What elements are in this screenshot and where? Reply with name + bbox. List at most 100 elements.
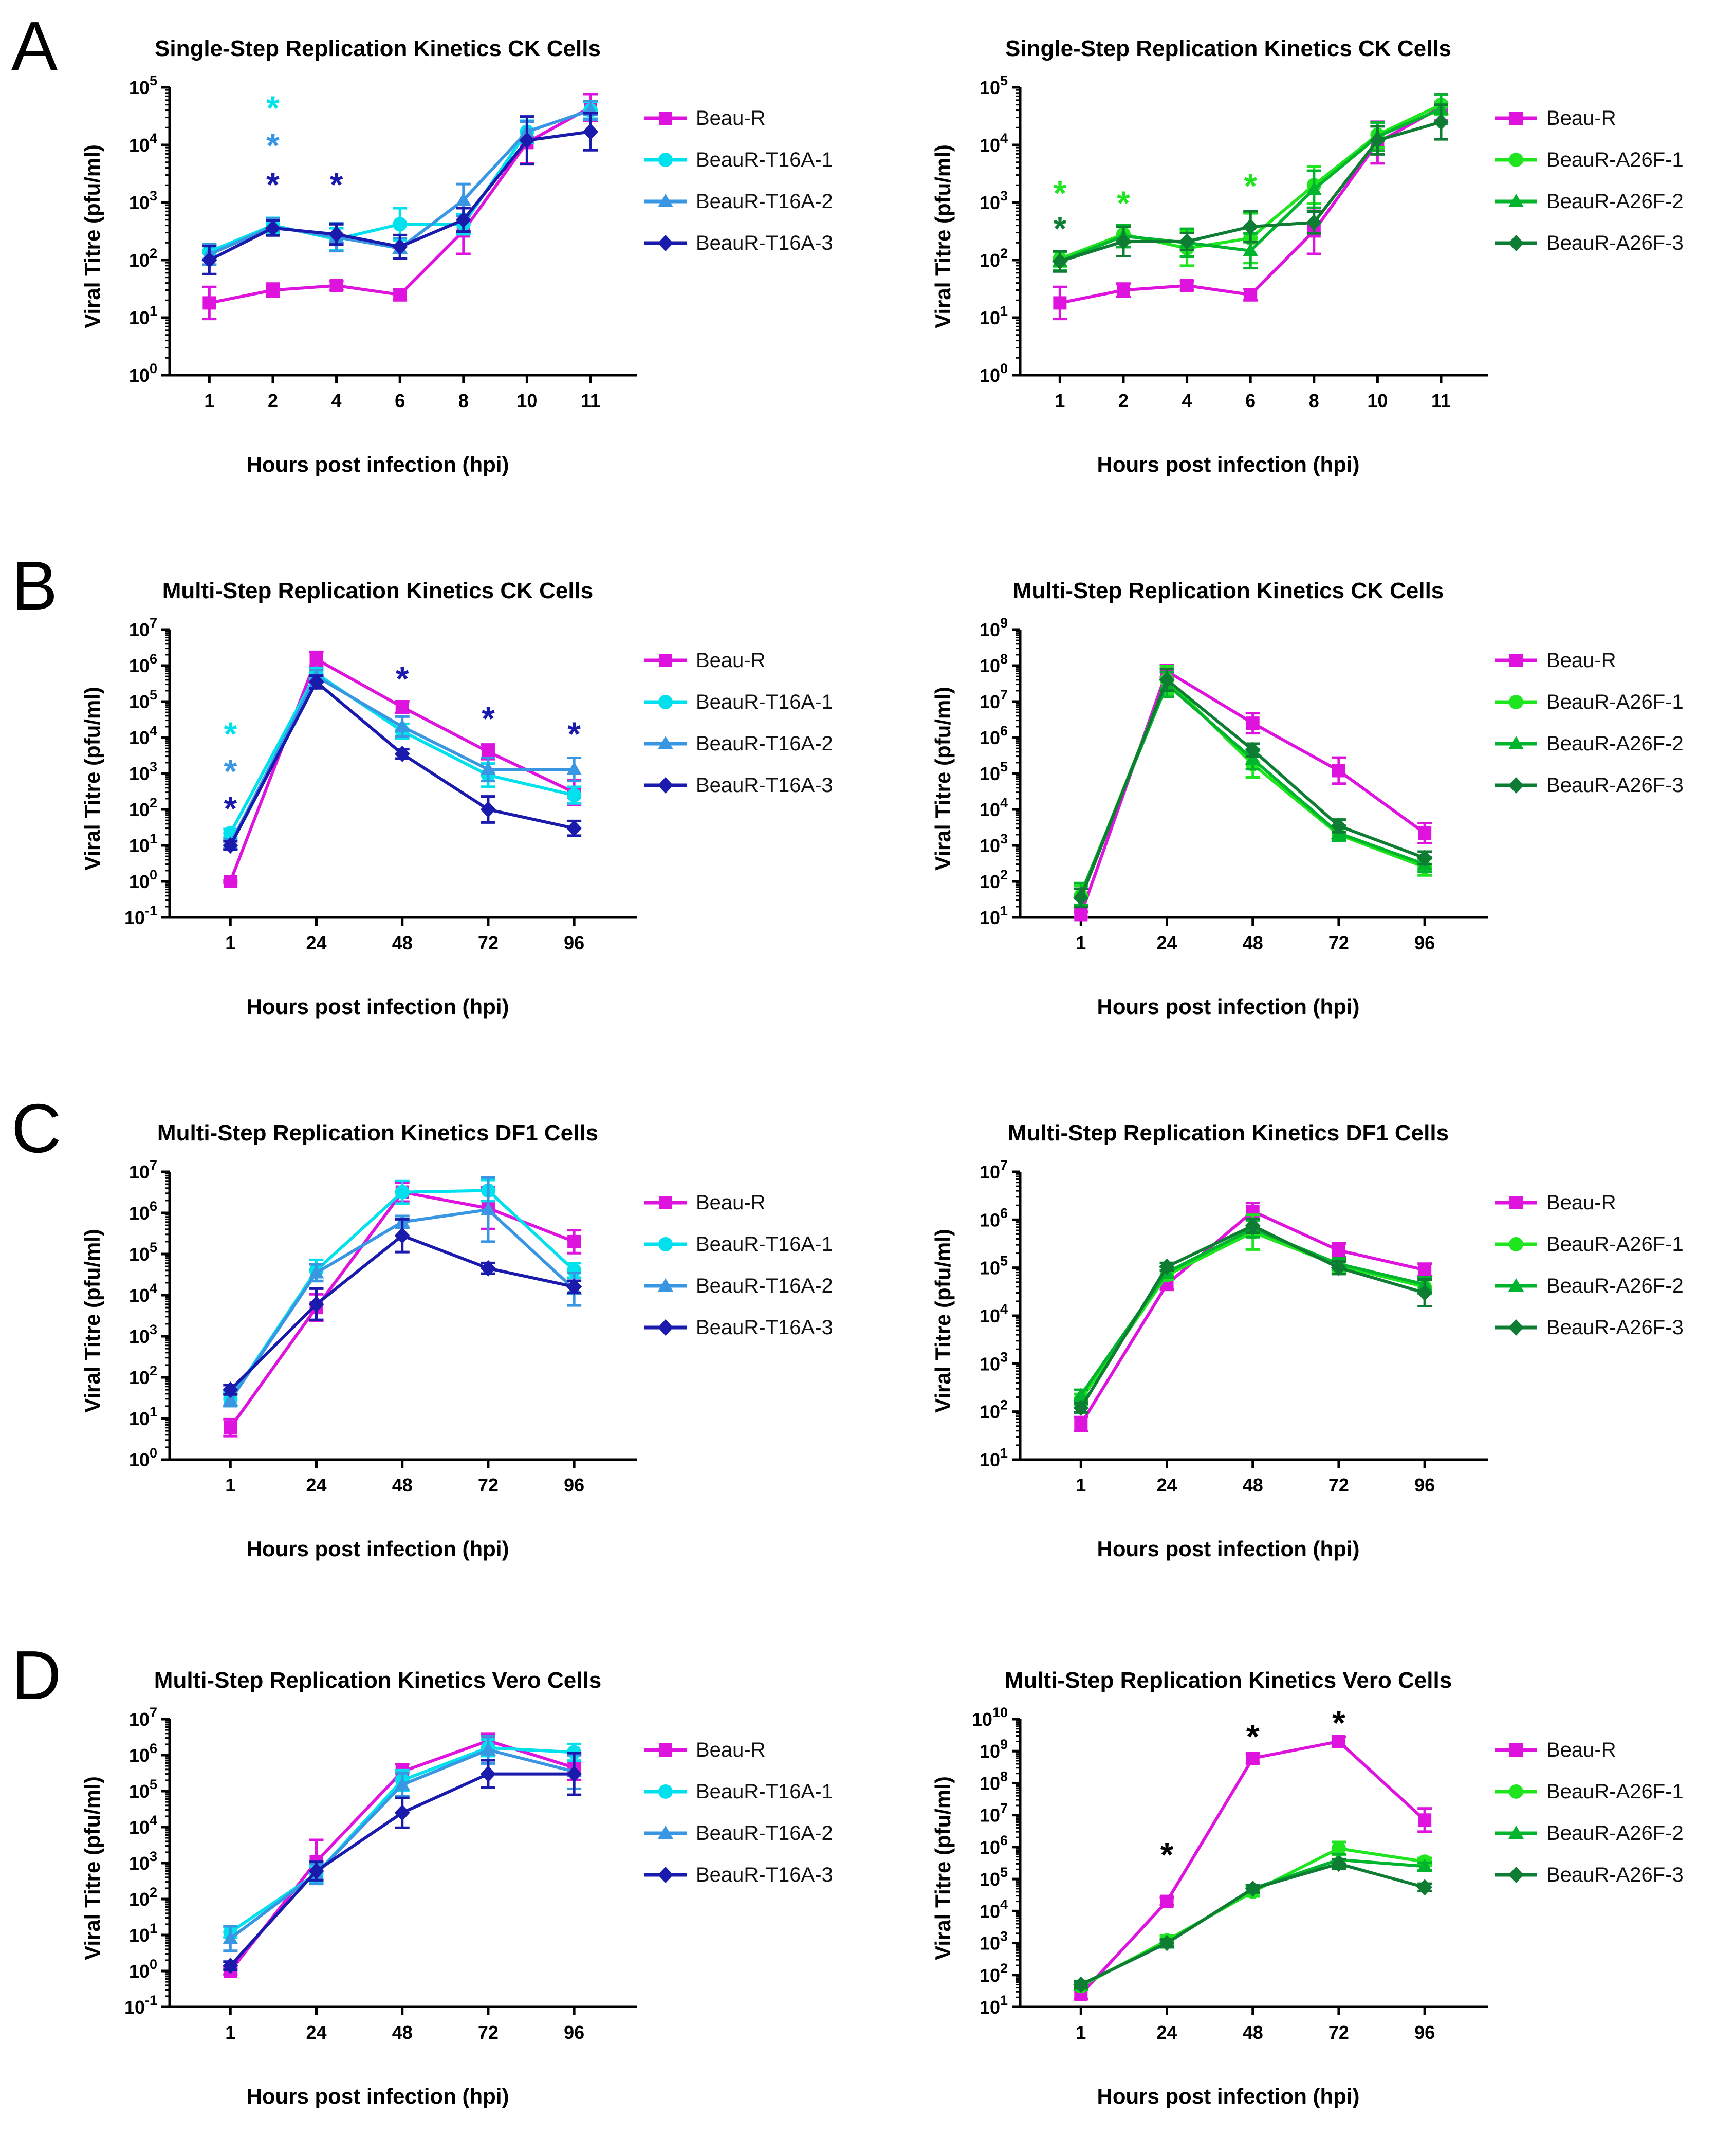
x-tick-label: 1: [225, 1475, 235, 1496]
legend-item: BeauR-T16A-1: [642, 149, 833, 171]
data-point-marker: [658, 1278, 673, 1292]
legend-item: BeauR-A26F-1: [1493, 149, 1684, 171]
legend-label: Beau-R: [696, 649, 766, 672]
plot-area: 100 101 102 103 104 105 106 107 1 24 48 72 96: [129, 1157, 637, 1496]
chart-title: Single-Step Replication Kinetics CK Cell…: [1005, 36, 1451, 61]
series-line: [1079, 1227, 1425, 1396]
x-tick-label: 10: [1367, 390, 1388, 411]
data-point-marker: [1417, 1284, 1433, 1301]
x-axis-label: Hours post infection (hpi): [1097, 452, 1360, 476]
y-tick-label: 105: [980, 1254, 1008, 1279]
data-point-marker: [1052, 253, 1068, 270]
data-point-marker: [308, 1265, 324, 1279]
y-tick-label: 101: [129, 831, 157, 856]
legend-item: BeauR-T16A-1: [642, 1233, 833, 1256]
legend-item: BeauR-T16A-2: [642, 190, 833, 213]
legend-label: BeauR-A26F-1: [1546, 690, 1684, 713]
x-axis-label: Hours post infection (hpi): [246, 994, 509, 1019]
data-point-marker: [1509, 153, 1523, 167]
y-tick-label: 105: [129, 73, 157, 98]
legend-marker-icon: [1495, 1784, 1537, 1799]
x-tick-label: 1: [204, 390, 214, 411]
series-line: [1079, 1224, 1425, 1409]
significance-star: *: [330, 165, 343, 204]
series: [1074, 1213, 1432, 1407]
y-tick-label: 104: [129, 1813, 157, 1838]
x-tick-label: 2: [268, 390, 278, 411]
data-point-marker: [1331, 1855, 1346, 1872]
legend-marker-icon: [1495, 1867, 1537, 1883]
data-point-marker: [658, 235, 673, 251]
legend-marker-icon: [644, 235, 687, 251]
legend: Beau-R BeauR-A26F-1 BeauR-A26F-2 BeauR-A26F…: [1493, 649, 1684, 817]
legend-marker-icon: [644, 1237, 687, 1251]
data-point-marker: [1418, 826, 1432, 840]
series: [1052, 103, 1449, 273]
legend-item: BeauR-A26F-3: [1493, 232, 1684, 254]
y-tick-label: 103: [980, 188, 1008, 213]
y-tick-label: 107: [129, 1705, 157, 1730]
y-tick-label: 105: [980, 73, 1008, 98]
data-point-marker: [1159, 671, 1175, 688]
x-tick-label: 1: [225, 932, 235, 953]
data-point-marker: [658, 194, 673, 207]
legend: Beau-R BeauR-T16A-1 BeauR-T16A-2 BeauR-T16A…: [642, 106, 833, 274]
y-tick-label: 106: [980, 1205, 1008, 1230]
x-tick-label: 24: [306, 2022, 326, 2043]
chart-single-step-ck-t16a: Single-Step Replication Kinetics CK Cell…: [72, 31, 865, 524]
y-tick-label: 109: [980, 1737, 1008, 1762]
legend-item: BeauR-T16A-1: [642, 691, 833, 713]
axes: [1019, 87, 1488, 377]
y-tick-label: 107: [129, 615, 157, 640]
series: [223, 1178, 582, 1408]
y-tick-label: 102: [980, 1397, 1008, 1423]
chart-single-step-ck-a26f: Single-Step Replication Kinetics CK Cell…: [922, 31, 1716, 524]
data-point-marker: [1073, 1976, 1089, 1993]
data-point-marker: [658, 1826, 673, 1839]
legend-label: BeauR-T16A-2: [696, 1821, 833, 1845]
data-point-marker: [1306, 214, 1322, 231]
data-point-marker: [567, 1234, 581, 1248]
data-point-marker: [1245, 742, 1261, 759]
legend-label: Beau-R: [696, 106, 766, 130]
x-tick-label: 48: [392, 932, 413, 953]
data-point-marker: [481, 745, 495, 759]
legend-item: BeauR-T16A-3: [642, 1316, 833, 1339]
chart-title: Multi-Step Replication Kinetics CK Cells: [162, 578, 594, 603]
x-tick-label: 11: [1431, 390, 1451, 411]
panel-letter-a: A: [11, 7, 58, 85]
legend-label: BeauR-T16A-3: [696, 773, 833, 797]
legend-marker-icon: [1495, 153, 1537, 167]
legend-label: Beau-R: [696, 1191, 766, 1214]
x-tick-label: 48: [1243, 2022, 1263, 2043]
legend-label: BeauR-A26F-1: [1546, 1232, 1684, 1256]
data-point-marker: [658, 777, 673, 794]
y-tick-label: 102: [129, 1363, 157, 1388]
data-point-marker: [1332, 1735, 1345, 1748]
data-point-marker: [223, 837, 238, 854]
chart-multi-step-ck-t16a: Multi-Step Replication Kinetics CK Cells…: [72, 573, 865, 1066]
legend-marker-icon: [1495, 1826, 1537, 1839]
y-tick-label: 106: [980, 1833, 1008, 1858]
x-tick-label: 72: [478, 932, 499, 953]
y-tick-label: 100: [129, 1957, 157, 1982]
legend-item: BeauR-T16A-3: [642, 773, 833, 797]
legend-label: Beau-R: [1546, 106, 1616, 130]
y-tick-label: 104: [129, 1281, 157, 1306]
series: [1073, 668, 1433, 909]
y-tick-label: 100: [980, 361, 1008, 386]
data-point-marker: [566, 762, 582, 776]
y-ticks: 10-1 100 101 102 103 104 105 106 107: [124, 1705, 170, 2018]
y-tick-label: 105: [129, 1240, 157, 1265]
x-tick-label: 48: [1243, 1475, 1263, 1496]
x-ticks: 1 2 4 6 8 10 11: [1055, 375, 1451, 411]
significance-star: *: [224, 715, 237, 753]
data-point-marker: [1074, 908, 1088, 922]
x-tick-label: 24: [1156, 2022, 1177, 2043]
axes: [168, 87, 637, 377]
data-point-marker: [394, 1804, 410, 1821]
legend-marker-icon: [1495, 777, 1537, 794]
data-point-marker: [1115, 233, 1131, 250]
x-tick-label: 72: [1328, 932, 1349, 953]
x-tick-label: 96: [1414, 932, 1435, 953]
